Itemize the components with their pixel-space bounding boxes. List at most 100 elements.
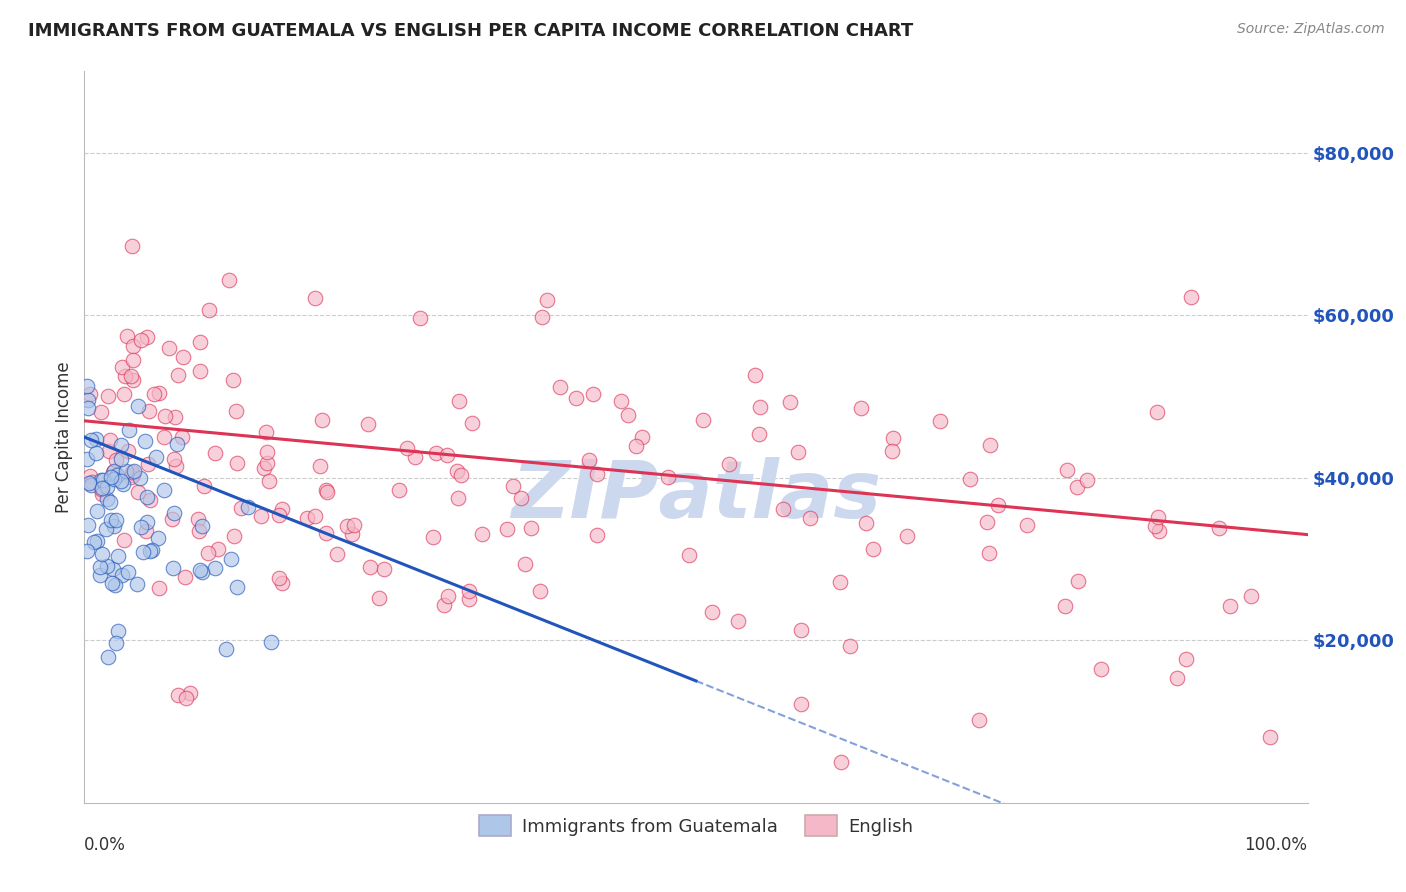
Point [89,568,111,582]
Point [257,474,280,488]
Point [139,543,162,558]
Point [188,524,211,539]
Point [342,518,364,533]
Point [882,431,904,445]
Point [779,395,801,409]
Point [77,393,100,408]
Point [458,584,481,599]
Point [959,472,981,486]
Point [336,518,359,533]
Point [748,427,770,442]
Point [1076,473,1098,487]
Point [657,470,679,484]
Point [1240,590,1263,604]
Point [111,359,134,374]
Point [536,293,558,307]
Point [86,534,108,549]
Point [125,577,148,591]
Point [121,339,143,353]
Point [76,401,98,416]
Point [357,417,380,431]
Point [100,513,122,527]
Point [700,605,723,619]
Point [112,476,135,491]
Point [744,368,766,383]
Point [225,580,247,594]
Point [987,498,1010,512]
Point [121,353,143,368]
Point [830,755,852,769]
Point [122,467,145,482]
Point [121,465,143,479]
Point [790,697,813,711]
Point [260,635,283,649]
Point [204,560,226,574]
Point [121,373,143,387]
Point [269,571,291,585]
Point [271,502,294,516]
Point [790,623,813,637]
Point [166,688,188,702]
Point [100,575,122,590]
Point [135,524,157,538]
Point [90,487,112,501]
Point [253,461,276,475]
Point [855,516,877,530]
Point [127,485,149,500]
Point [979,546,1001,560]
Point [118,423,141,437]
Point [359,560,381,574]
Point [226,456,249,470]
Point [76,543,98,558]
Point [396,441,419,455]
Point [1219,599,1241,614]
Point [368,591,391,606]
Point [586,528,609,542]
Point [325,547,347,561]
Point [187,512,209,526]
Point [148,531,170,545]
Point [967,713,990,727]
Point [111,567,134,582]
Point [270,576,292,591]
Point [176,691,198,706]
Point [76,452,98,467]
Point [80,475,103,489]
Point [502,479,524,493]
Point [134,434,156,448]
Point [163,506,186,520]
Point [115,464,138,478]
Point [409,310,432,325]
Point [1056,462,1078,476]
Point [830,574,852,589]
Point [1067,574,1090,588]
Point [1066,480,1088,494]
Point [565,391,588,405]
Point [107,549,129,564]
Point [224,529,246,543]
Point [127,400,149,414]
Point [163,409,186,424]
Point [157,341,180,355]
Point [97,649,120,664]
Point [167,368,190,382]
Point [461,416,484,430]
Point [425,446,447,460]
Point [155,409,177,424]
Point [174,570,197,584]
Point [315,484,337,499]
Point [190,565,212,579]
Point [162,560,184,574]
Point [496,522,519,536]
Point [77,517,100,532]
Text: IMMIGRANTS FROM GUATEMALA VS ENGLISH PER CAPITA INCOME CORRELATION CHART: IMMIGRANTS FROM GUATEMALA VS ENGLISH PER… [28,22,914,40]
Point [191,519,214,533]
Point [1090,661,1112,675]
Point [520,521,543,535]
Point [136,330,159,344]
Point [80,478,103,492]
Point [772,501,794,516]
Point [170,430,193,444]
Point [117,565,139,579]
Text: ZIP​atlas: ZIP​atlas [510,457,882,534]
